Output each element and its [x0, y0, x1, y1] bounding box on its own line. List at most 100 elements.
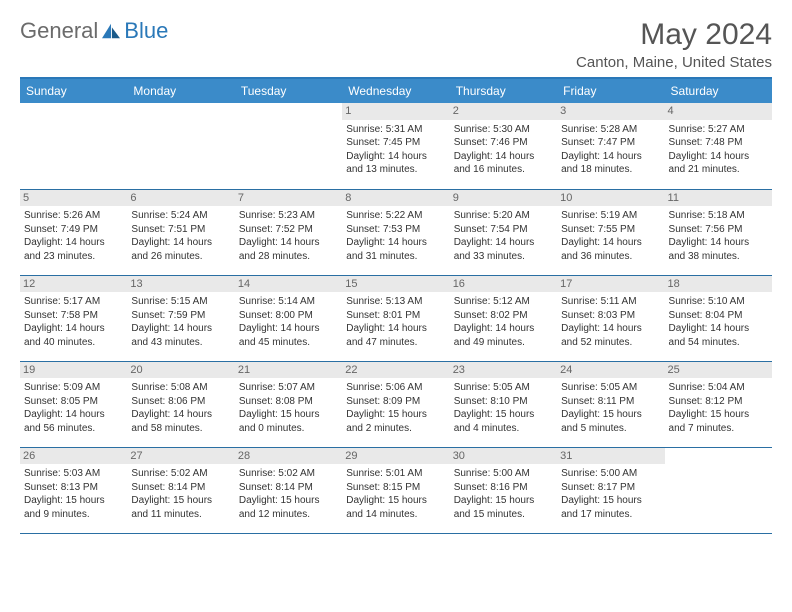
day-number: 30	[450, 448, 557, 465]
day-number: 29	[342, 448, 449, 465]
calendar-week-row: 26Sunrise: 5:03 AMSunset: 8:13 PMDayligh…	[20, 447, 772, 533]
daylight-text: Daylight: 14 hours and 31 minutes.	[346, 236, 445, 263]
day-number: 23	[450, 362, 557, 379]
day-header: Tuesday	[235, 78, 342, 103]
daylight-text: Daylight: 14 hours and 28 minutes.	[239, 236, 338, 263]
sunset-text: Sunset: 8:09 PM	[346, 395, 445, 409]
day-number: 9	[450, 190, 557, 207]
daylight-text: Daylight: 15 hours and 5 minutes.	[561, 408, 660, 435]
sunset-text: Sunset: 8:14 PM	[239, 481, 338, 495]
calendar-day-cell: 24 Sunrise: 5:05 AMSunset: 8:11 PMDayligh…	[557, 361, 664, 447]
day-number: 2	[450, 103, 557, 120]
sunset-text: Sunset: 8:10 PM	[454, 395, 553, 409]
logo-text-general: General	[20, 18, 98, 44]
day-number: 13	[127, 276, 234, 293]
calendar-week-row: 1Sunrise: 5:31 AMSunset: 7:45 PMDaylight…	[20, 103, 772, 189]
calendar-day-cell	[665, 447, 772, 533]
calendar-day-cell: 11Sunrise: 5:18 AMSunset: 7:56 PMDayligh…	[665, 189, 772, 275]
daylight-text: Daylight: 15 hours and 2 minutes.	[346, 408, 445, 435]
sunrise-text: Sunrise: 5:30 AM	[454, 123, 553, 137]
day-number: 11	[665, 190, 772, 207]
sunrise-text: Sunrise: 5:02 AM	[239, 467, 338, 481]
day-number: 31	[557, 448, 664, 465]
day-number: 17	[557, 276, 664, 293]
sunrise-text: Sunrise: 5:05 AM	[561, 381, 660, 395]
sunset-text: Sunset: 8:16 PM	[454, 481, 553, 495]
day-number: 7	[235, 190, 342, 207]
sunrise-text: Sunrise: 5:14 AM	[239, 295, 338, 309]
sunrise-text: Sunrise: 5:26 AM	[24, 209, 123, 223]
daylight-text: Daylight: 14 hours and 21 minutes.	[669, 150, 768, 177]
calendar-week-row: 19Sunrise: 5:09 AMSunset: 8:05 PMDayligh…	[20, 361, 772, 447]
calendar-day-cell: 26Sunrise: 5:03 AMSunset: 8:13 PMDayligh…	[20, 447, 127, 533]
sunset-text: Sunset: 8:17 PM	[561, 481, 660, 495]
sunset-text: Sunset: 8:06 PM	[131, 395, 230, 409]
day-number: 12	[20, 276, 127, 293]
sunset-text: Sunset: 8:03 PM	[561, 309, 660, 323]
daylight-text: Daylight: 14 hours and 47 minutes.	[346, 322, 445, 349]
sunset-text: Sunset: 8:11 PM	[561, 395, 660, 409]
daylight-text: Daylight: 14 hours and 56 minutes.	[24, 408, 123, 435]
calendar-day-cell: 8Sunrise: 5:22 AMSunset: 7:53 PMDaylight…	[342, 189, 449, 275]
sail-icon	[100, 22, 122, 40]
daylight-text: Daylight: 14 hours and 33 minutes.	[454, 236, 553, 263]
calendar-day-cell	[127, 103, 234, 189]
day-number: 20	[127, 362, 234, 379]
sunrise-text: Sunrise: 5:27 AM	[669, 123, 768, 137]
sunrise-text: Sunrise: 5:17 AM	[24, 295, 123, 309]
calendar-day-cell: 1Sunrise: 5:31 AMSunset: 7:45 PMDaylight…	[342, 103, 449, 189]
sunset-text: Sunset: 7:58 PM	[24, 309, 123, 323]
calendar-day-cell: 25Sunrise: 5:04 AMSunset: 8:12 PMDayligh…	[665, 361, 772, 447]
calendar-day-cell: 12Sunrise: 5:17 AMSunset: 7:58 PMDayligh…	[20, 275, 127, 361]
daylight-text: Daylight: 14 hours and 26 minutes.	[131, 236, 230, 263]
day-number: 26	[20, 448, 127, 465]
calendar-day-cell: 21Sunrise: 5:07 AMSunset: 8:08 PMDayligh…	[235, 361, 342, 447]
sunset-text: Sunset: 7:47 PM	[561, 136, 660, 150]
calendar-day-cell	[20, 103, 127, 189]
sunset-text: Sunset: 7:52 PM	[239, 223, 338, 237]
header: General Blue May 2024 Canton, Maine, Uni…	[20, 18, 772, 71]
sunset-text: Sunset: 7:45 PM	[346, 136, 445, 150]
day-number: 24	[557, 362, 664, 379]
day-header: Sunday	[20, 78, 127, 103]
sunset-text: Sunset: 8:00 PM	[239, 309, 338, 323]
sunrise-text: Sunrise: 5:06 AM	[346, 381, 445, 395]
daylight-text: Daylight: 15 hours and 15 minutes.	[454, 494, 553, 521]
calendar-day-cell: 3Sunrise: 5:28 AMSunset: 7:47 PMDaylight…	[557, 103, 664, 189]
sunrise-text: Sunrise: 5:04 AM	[669, 381, 768, 395]
day-number: 27	[127, 448, 234, 465]
sunset-text: Sunset: 7:59 PM	[131, 309, 230, 323]
daylight-text: Daylight: 15 hours and 9 minutes.	[24, 494, 123, 521]
calendar-day-cell: 14Sunrise: 5:14 AMSunset: 8:00 PMDayligh…	[235, 275, 342, 361]
sunrise-text: Sunrise: 5:13 AM	[346, 295, 445, 309]
calendar-day-cell: 6Sunrise: 5:24 AMSunset: 7:51 PMDaylight…	[127, 189, 234, 275]
calendar-day-cell: 16Sunrise: 5:12 AMSunset: 8:02 PMDayligh…	[450, 275, 557, 361]
logo: General Blue	[20, 18, 168, 44]
sunrise-text: Sunrise: 5:10 AM	[669, 295, 768, 309]
daylight-text: Daylight: 14 hours and 16 minutes.	[454, 150, 553, 177]
sunrise-text: Sunrise: 5:03 AM	[24, 467, 123, 481]
sunrise-text: Sunrise: 5:12 AM	[454, 295, 553, 309]
sunrise-text: Sunrise: 5:28 AM	[561, 123, 660, 137]
daylight-text: Daylight: 15 hours and 4 minutes.	[454, 408, 553, 435]
sunset-text: Sunset: 8:12 PM	[669, 395, 768, 409]
day-number: 15	[342, 276, 449, 293]
title-block: May 2024 Canton, Maine, United States	[576, 18, 772, 71]
calendar-week-row: 12 Sunrise: 5:17 AMSunset: 7:58 PM Dayligh…	[20, 275, 772, 361]
sunset-text: Sunset: 7:48 PM	[669, 136, 768, 150]
calendar-day-cell: 17Sunrise: 5:11 AMSunset: 8:03 PMDayligh…	[557, 275, 664, 361]
sunset-text: Sunset: 8:14 PM	[131, 481, 230, 495]
calendar-day-cell	[235, 103, 342, 189]
sunrise-text: Sunrise: 5:20 AM	[454, 209, 553, 223]
sunrise-text: Sunrise: 5:31 AM	[346, 123, 445, 137]
day-number: 22	[342, 362, 449, 379]
sunset-text: Sunset: 8:01 PM	[346, 309, 445, 323]
sunrise-text: Sunrise: 5:22 AM	[346, 209, 445, 223]
daylight-text: Daylight: 14 hours and 49 minutes.	[454, 322, 553, 349]
sunset-text: Sunset: 7:55 PM	[561, 223, 660, 237]
daylight-text: Daylight: 14 hours and 23 minutes.	[24, 236, 123, 263]
calendar-day-cell: 10Sunrise: 5:19 AMSunset: 7:55 PMDayligh…	[557, 189, 664, 275]
day-number: 18	[665, 276, 772, 293]
sunrise-text: Sunrise: 5:00 AM	[561, 467, 660, 481]
sunrise-text: Sunrise: 5:23 AM	[239, 209, 338, 223]
